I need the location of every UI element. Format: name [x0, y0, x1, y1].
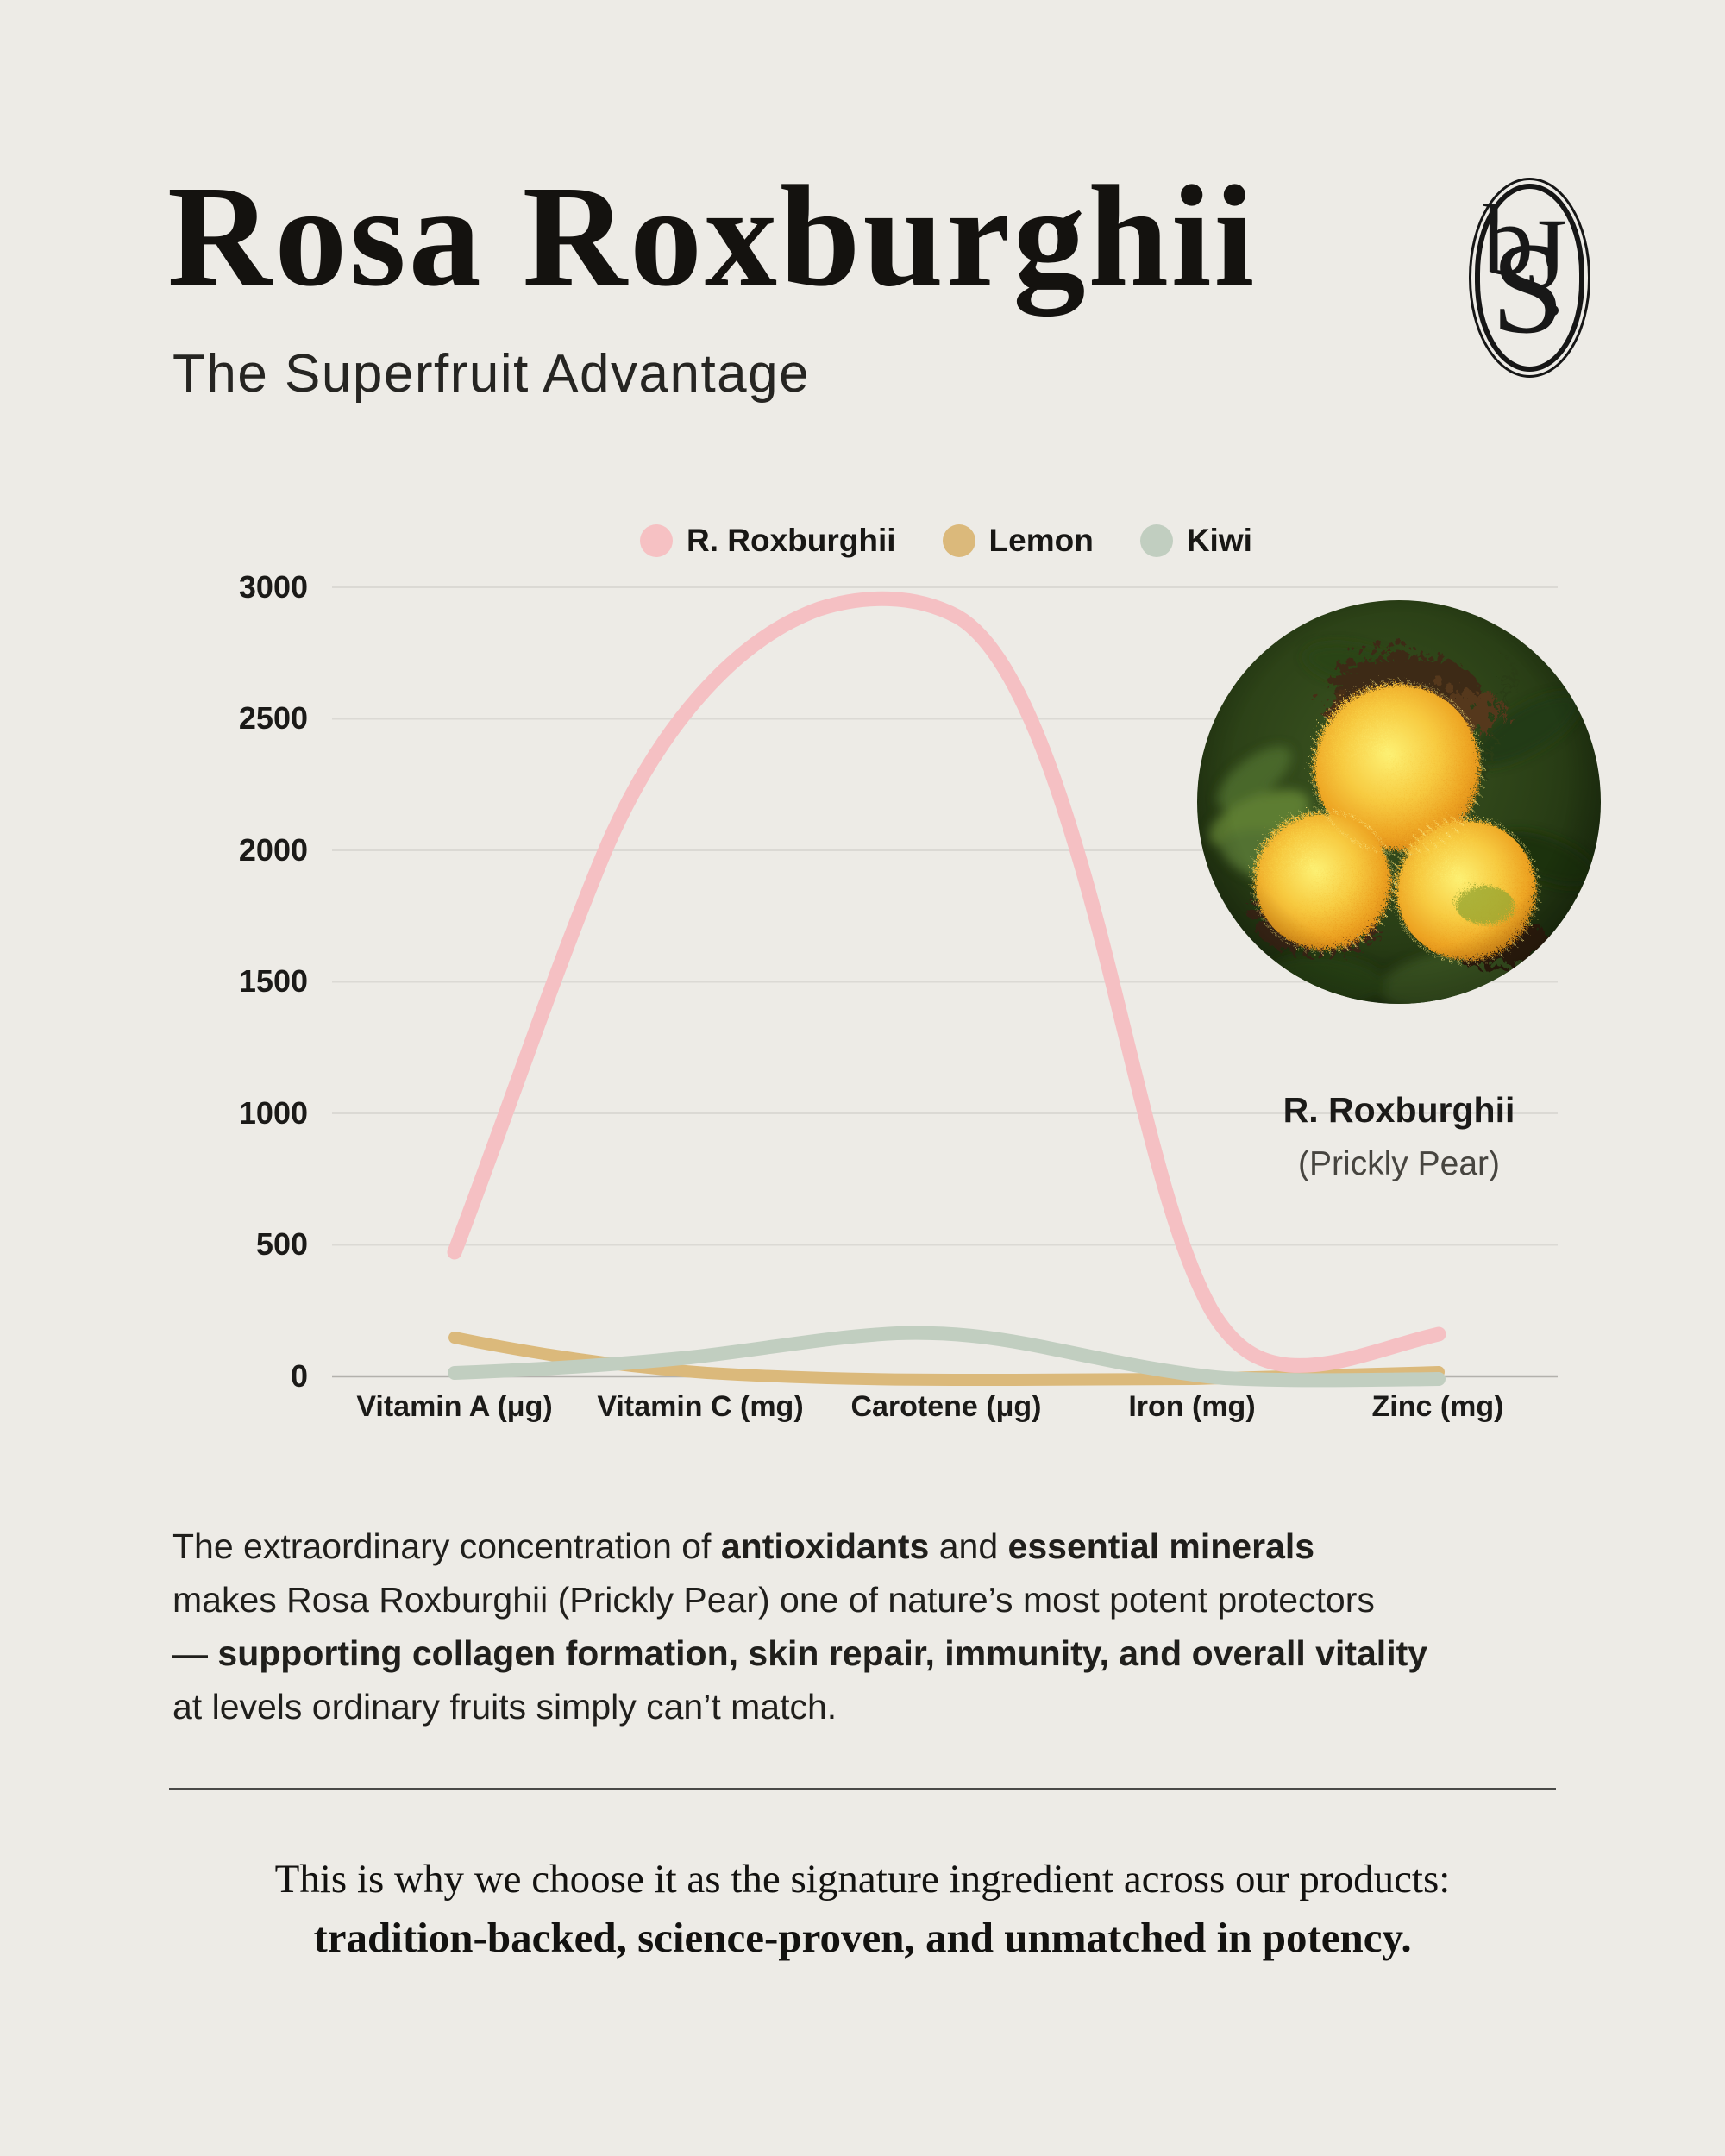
xlabel-vitamin-a: Vitamin A (μg): [356, 1390, 553, 1423]
page-subtitle: The Superfruit Advantage: [172, 344, 811, 404]
logo-monogram-dot: [1548, 305, 1559, 316]
logo-oval-inner-border: [1475, 184, 1584, 372]
ytick-0: 0: [290, 1358, 308, 1394]
ytick-2500: 2500: [238, 700, 308, 736]
body-text: and: [929, 1526, 1008, 1566]
logo-monogram-letter-b: b: [1483, 184, 1534, 297]
body-line-4: at levels ordinary fruits simply can’t m…: [172, 1680, 1604, 1733]
footer-line-1: This is why we choose it as the signatur…: [274, 1857, 1451, 1902]
body-text: —: [172, 1633, 218, 1673]
body-text-bold: essential minerals: [1007, 1526, 1315, 1566]
ytick-500: 500: [255, 1226, 308, 1262]
legend-dot-roxburghii-icon: [640, 524, 673, 557]
body-line-3: — supporting collagen formation, skin re…: [172, 1626, 1604, 1680]
prickly-pear-photo: [1197, 600, 1601, 1004]
ytick-1500: 1500: [238, 963, 308, 999]
ytick-1000: 1000: [238, 1095, 308, 1131]
photo-caption-subtitle: (Prickly Pear): [1297, 1145, 1501, 1182]
photo-vignette: [1197, 600, 1601, 1004]
body-text: makes Rosa Roxburghii (Prickly Pear) one…: [172, 1580, 1375, 1620]
brand-logo: b S J: [1469, 178, 1590, 378]
body-text-bold: antioxidants: [720, 1526, 930, 1566]
body-text-bold: supporting collagen formation, skin repa…: [217, 1633, 1428, 1673]
body-line-2: makes Rosa Roxburghii (Prickly Pear) one…: [172, 1573, 1604, 1626]
footer-line-2: tradition-backed, science-proven, and un…: [313, 1914, 1412, 1961]
logo-monogram-letter-j: J: [1527, 197, 1567, 310]
legend-dot-lemon-icon: [942, 524, 975, 557]
ytick-3000: 3000: [238, 569, 308, 605]
series-line-kiwi: [448, 1326, 1446, 1388]
legend-item-kiwi: Kiwi: [1139, 523, 1252, 559]
legend-item-lemon: Lemon: [942, 523, 1094, 559]
page-title: Rosa Roxburghii: [167, 156, 1258, 317]
legend-item-roxburghii: R. Roxburghii: [640, 523, 896, 559]
footer-divider: [169, 1788, 1556, 1790]
series-line-roxburghii: [447, 591, 1446, 1373]
xlabel-zinc: Zinc (mg): [1371, 1390, 1504, 1423]
xlabel-vitamin-c: Vitamin C (mg): [597, 1390, 804, 1423]
xlabel-carotene: Carotene (μg): [850, 1390, 1042, 1423]
body-line-1: The extraordinary concentration of antio…: [172, 1520, 1604, 1573]
ytick-2000: 2000: [238, 832, 308, 868]
body-text: at levels ordinary fruits simply can’t m…: [172, 1687, 837, 1727]
body-text: The extraordinary concentration of: [172, 1526, 721, 1566]
legend-label-lemon: Lemon: [988, 523, 1094, 558]
chart-legend: R. Roxburghii Lemon Kiwi: [640, 523, 1252, 559]
xlabel-iron: Iron (mg): [1128, 1390, 1256, 1423]
legend-label-roxburghii: R. Roxburghii: [687, 523, 896, 558]
logo-monogram-letter-s: S: [1491, 216, 1565, 360]
legend-dot-kiwi-icon: [1139, 524, 1173, 557]
logo-oval-outer-border: [1469, 178, 1590, 378]
body-paragraph: The extraordinary concentration of antio…: [172, 1520, 1604, 1733]
legend-label-kiwi: Kiwi: [1186, 523, 1252, 558]
photo-caption-title: R. Roxburghii: [1283, 1090, 1515, 1130]
